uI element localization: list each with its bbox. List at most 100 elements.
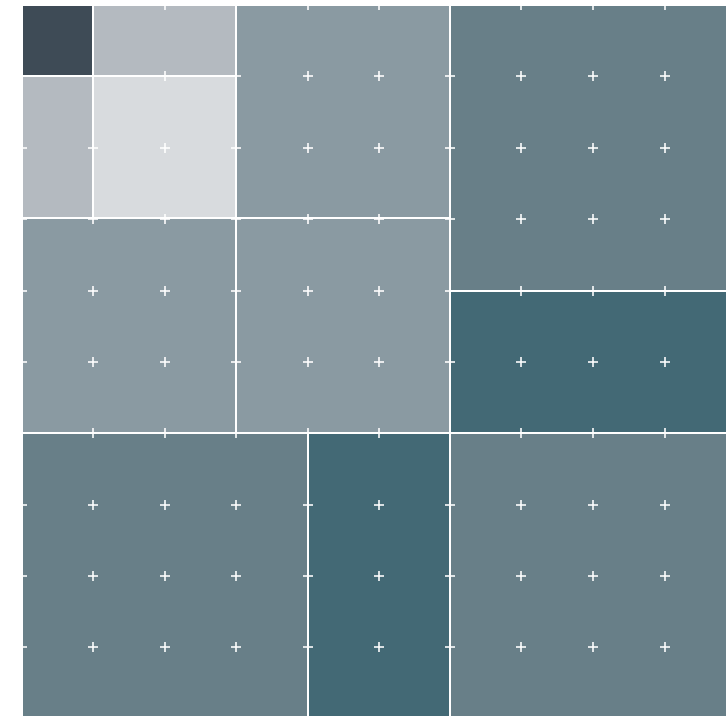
plus-icon — [231, 642, 241, 652]
plus-icon — [660, 143, 670, 153]
plus-icon — [17, 286, 27, 296]
plus-icon — [445, 0, 455, 10]
plus-icon — [88, 0, 98, 10]
plus-icon — [88, 357, 98, 367]
plus-icon — [445, 357, 455, 367]
plus-icon — [660, 500, 670, 510]
plus-icon — [303, 357, 313, 367]
plus-icon — [303, 500, 313, 510]
plus-icon — [588, 428, 598, 438]
plus-icon — [374, 214, 384, 224]
tile-mid-center — [235, 217, 451, 434]
plus-icon — [160, 357, 170, 367]
plus-icon — [231, 357, 241, 367]
plus-icon — [588, 642, 598, 652]
plus-icon — [445, 286, 455, 296]
plus-icon — [231, 571, 241, 581]
plus-icon — [303, 0, 313, 10]
plus-icon — [88, 571, 98, 581]
plus-icon — [88, 214, 98, 224]
plus-icon — [160, 286, 170, 296]
plus-icon — [588, 71, 598, 81]
plus-icon — [588, 500, 598, 510]
plus-icon — [231, 214, 241, 224]
plus-icon — [17, 642, 27, 652]
plus-icon — [660, 286, 670, 296]
plus-icon — [660, 357, 670, 367]
plus-icon — [160, 143, 170, 153]
tile-light-left — [21, 75, 94, 219]
plus-icon — [516, 357, 526, 367]
plus-icon — [445, 143, 455, 153]
plus-icon — [88, 143, 98, 153]
plus-icon — [17, 214, 27, 224]
plus-icon — [303, 428, 313, 438]
plus-icon — [17, 71, 27, 81]
plus-icon — [516, 642, 526, 652]
plus-icon — [445, 500, 455, 510]
tile-mid-left — [21, 217, 237, 434]
plus-icon — [374, 0, 384, 10]
plus-icon — [445, 71, 455, 81]
plus-icon — [445, 642, 455, 652]
plus-icon — [88, 71, 98, 81]
plus-icon — [160, 0, 170, 10]
plus-icon — [588, 571, 598, 581]
plus-icon — [374, 71, 384, 81]
plus-icon — [160, 214, 170, 224]
plus-icon — [516, 214, 526, 224]
plus-icon — [588, 0, 598, 10]
plus-icon — [660, 642, 670, 652]
plus-icon — [516, 0, 526, 10]
plus-icon — [516, 71, 526, 81]
plus-icon — [660, 71, 670, 81]
plus-icon — [231, 500, 241, 510]
tile-slate-bottom-right — [449, 432, 727, 717]
plus-icon — [88, 500, 98, 510]
plus-icon — [445, 571, 455, 581]
plus-icon — [303, 571, 313, 581]
plus-icon — [588, 143, 598, 153]
plus-icon — [374, 428, 384, 438]
plus-icon — [160, 642, 170, 652]
plus-icon — [660, 571, 670, 581]
tile-darkest — [21, 4, 94, 77]
plus-icon — [374, 286, 384, 296]
plus-icon — [88, 428, 98, 438]
plus-icon — [160, 71, 170, 81]
plus-icon — [160, 500, 170, 510]
plus-icon — [17, 428, 27, 438]
plus-icon — [660, 0, 670, 10]
plus-icon — [303, 214, 313, 224]
plus-icon — [303, 143, 313, 153]
plus-icon — [303, 71, 313, 81]
plus-icon — [17, 0, 27, 10]
plus-icon — [516, 143, 526, 153]
plus-icon — [588, 357, 598, 367]
plus-icon — [516, 286, 526, 296]
plus-icon — [516, 428, 526, 438]
plus-icon — [231, 286, 241, 296]
plus-icon — [588, 214, 598, 224]
plus-icon — [374, 571, 384, 581]
plus-icon — [445, 428, 455, 438]
plus-icon — [374, 357, 384, 367]
plus-icon — [17, 500, 27, 510]
plus-icon — [516, 571, 526, 581]
plus-icon — [374, 642, 384, 652]
plus-icon — [231, 428, 241, 438]
tile-mid-top — [235, 4, 451, 219]
plus-icon — [588, 286, 598, 296]
plus-icon — [88, 286, 98, 296]
plus-icon — [231, 0, 241, 10]
plus-icon — [88, 642, 98, 652]
plus-icon — [303, 642, 313, 652]
plus-icon — [303, 286, 313, 296]
plus-icon — [660, 428, 670, 438]
plus-icon — [374, 500, 384, 510]
plus-icon — [160, 571, 170, 581]
plus-icon — [17, 143, 27, 153]
plus-icon — [17, 571, 27, 581]
